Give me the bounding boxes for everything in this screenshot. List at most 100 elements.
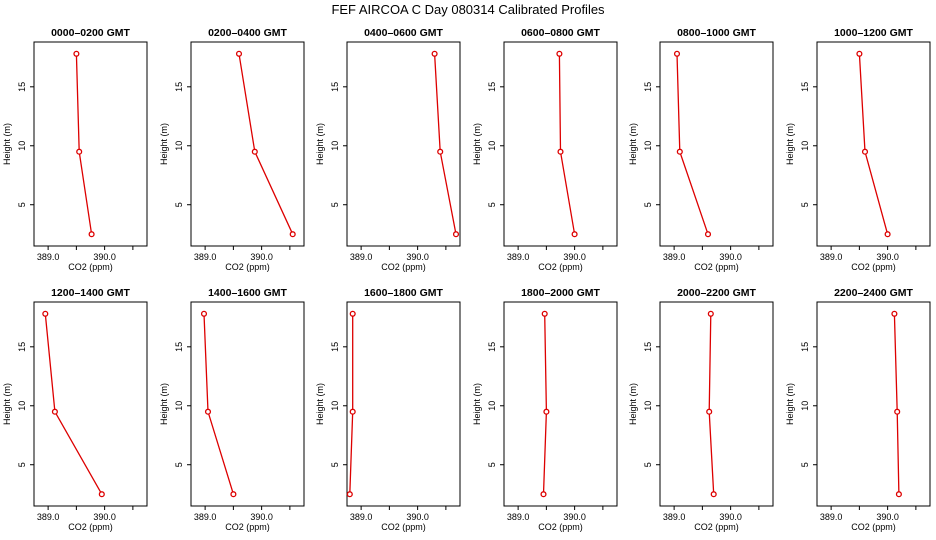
y-tick-label: 10 (330, 401, 340, 411)
y-tick-label: 5 (17, 462, 27, 467)
y-tick-label: 10 (487, 141, 497, 151)
y-tick-label: 5 (487, 462, 497, 467)
data-point (706, 408, 713, 415)
plot-frame (659, 301, 774, 507)
data-point (76, 148, 83, 155)
x-tick-label: 390.0 (406, 252, 429, 262)
data-point (571, 231, 578, 238)
data-point (349, 310, 356, 317)
profile-line (238, 53, 294, 235)
plot-frame (346, 41, 461, 247)
x-axis-label: CO2 (ppm) (381, 262, 426, 272)
y-axis-label: Height (m) (2, 123, 12, 165)
panel-title: 1400–1600 GMT (208, 287, 287, 299)
data-point (235, 50, 243, 57)
y-tick-label: 10 (800, 401, 810, 411)
y-axis-label: Height (m) (472, 123, 482, 165)
x-tick-label: 389.0 (350, 512, 373, 522)
x-axis-label: CO2 (ppm) (538, 522, 583, 532)
data-point (557, 148, 564, 155)
x-axis-label: CO2 (ppm) (68, 262, 113, 272)
data-point (891, 310, 898, 317)
profile-line (349, 313, 354, 495)
data-point (51, 408, 58, 415)
x-tick-label: 390.0 (563, 252, 586, 262)
plot-frame (190, 301, 305, 507)
plot-frame (190, 41, 305, 247)
panel-title: 0200–0400 GMT (208, 27, 287, 39)
plot-frame (33, 41, 148, 247)
panel-title: 1800–2000 GMT (521, 287, 600, 299)
x-axis-label: CO2 (ppm) (68, 522, 113, 532)
y-tick-label: 10 (643, 401, 653, 411)
x-tick-label: 389.0 (663, 252, 686, 262)
profile-line (676, 53, 709, 235)
y-tick-label: 10 (17, 141, 27, 151)
y-tick-label: 5 (487, 202, 497, 207)
x-axis-label: CO2 (ppm) (225, 262, 270, 272)
profile-line (858, 53, 889, 235)
profile-line (558, 53, 576, 235)
profile-line (203, 313, 235, 495)
data-point (673, 50, 681, 57)
x-axis-label: CO2 (ppm) (851, 522, 896, 532)
panel-title: 1000–1200 GMT (834, 27, 913, 39)
plot-frame (346, 301, 461, 507)
profile-line (433, 53, 457, 235)
y-tick-label: 15 (17, 342, 27, 352)
panel-title: 1200–1400 GMT (51, 287, 130, 299)
x-axis-label: CO2 (ppm) (538, 262, 583, 272)
y-tick-label: 15 (487, 82, 497, 92)
data-point (895, 491, 902, 498)
x-tick-label: 390.0 (93, 512, 116, 522)
x-tick-label: 389.0 (663, 512, 686, 522)
y-tick-label: 5 (174, 202, 184, 207)
profile-line (542, 313, 548, 495)
y-tick-label: 10 (643, 141, 653, 151)
data-point (346, 491, 353, 498)
y-tick-label: 5 (643, 202, 653, 207)
y-axis-label: Height (m) (785, 123, 795, 165)
y-tick-label: 5 (643, 462, 653, 467)
profile-line (44, 313, 103, 495)
plot-frame (659, 41, 774, 247)
y-axis-label: Height (m) (315, 123, 325, 165)
x-axis-label: CO2 (ppm) (225, 522, 270, 532)
x-tick-label: 389.0 (507, 252, 530, 262)
y-tick-label: 10 (487, 401, 497, 411)
profile-line (708, 313, 715, 495)
data-point (349, 408, 356, 415)
panel-title: 0800–1000 GMT (677, 27, 756, 39)
plot-frame (33, 301, 148, 507)
data-point (704, 231, 712, 238)
y-axis-label: Height (m) (472, 383, 482, 425)
x-tick-label: 389.0 (507, 512, 530, 522)
plot-frame (503, 41, 618, 247)
data-point (437, 148, 444, 155)
plot-frame (816, 41, 931, 247)
data-point (452, 231, 460, 238)
data-point (251, 148, 258, 155)
y-axis-label: Height (m) (159, 123, 169, 165)
x-tick-label: 390.0 (876, 252, 899, 262)
data-point (710, 491, 717, 498)
y-tick-label: 15 (330, 342, 340, 352)
x-axis-label: CO2 (ppm) (381, 522, 426, 532)
y-axis-label: Height (m) (315, 383, 325, 425)
y-axis-label: Height (m) (628, 383, 638, 425)
data-point (884, 231, 891, 238)
y-axis-label: Height (m) (628, 123, 638, 165)
data-point (88, 231, 95, 238)
y-tick-label: 5 (800, 202, 810, 207)
data-point (556, 50, 563, 57)
x-tick-label: 389.0 (820, 252, 843, 262)
